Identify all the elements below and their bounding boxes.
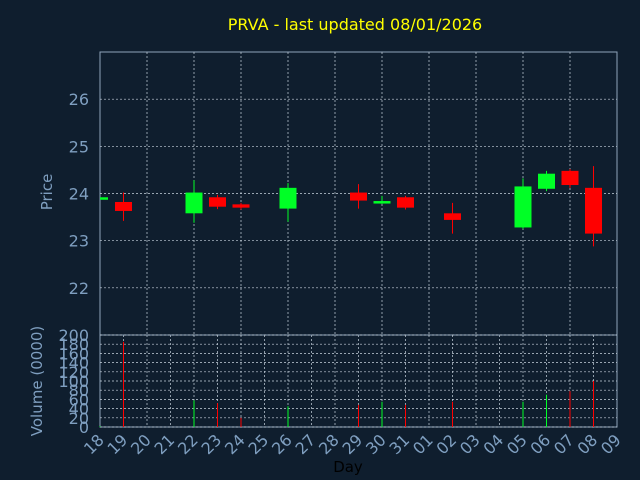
candle-05 xyxy=(514,178,532,229)
volume-tick-label: 20 xyxy=(69,409,89,428)
candle-26 xyxy=(279,183,297,222)
volume-tick-label: 40 xyxy=(69,400,89,419)
candle-body xyxy=(397,197,414,208)
volume-tick-label: 80 xyxy=(69,381,89,400)
price-tick-label: 26 xyxy=(69,90,89,109)
candle-body xyxy=(209,197,226,207)
volume-axis-label: Volume (0000) xyxy=(28,326,46,436)
candle-19 xyxy=(115,192,132,221)
volume-tick-label: 200 xyxy=(58,326,89,345)
candle-07 xyxy=(561,168,579,188)
price-tick-label: 25 xyxy=(69,137,89,156)
candle-body xyxy=(279,187,297,209)
price-tick-label: 24 xyxy=(69,185,89,204)
volume-tick-label: 140 xyxy=(58,354,89,373)
price-axis-label: Price xyxy=(38,174,56,211)
candle-06 xyxy=(538,170,555,192)
volume-tick-label: 160 xyxy=(58,344,89,363)
candle-29 xyxy=(350,184,367,209)
candle-body xyxy=(561,170,579,186)
volume-tick-label: 180 xyxy=(58,335,89,354)
candle-08 xyxy=(585,166,602,247)
candle-22 xyxy=(185,180,203,223)
candle-body xyxy=(538,173,555,189)
price-tick-label: 23 xyxy=(69,232,89,251)
price-panel: 22 23 24 25 26 xyxy=(69,51,618,336)
volume-tick-label: 100 xyxy=(58,372,89,391)
candle-body xyxy=(514,186,532,228)
candle-23 xyxy=(209,194,226,210)
candle-body xyxy=(232,204,250,208)
candle-body xyxy=(444,213,461,220)
candle-02 xyxy=(444,202,461,234)
day-axis-label: Day xyxy=(333,458,363,476)
candle-body xyxy=(115,201,132,211)
candle-body xyxy=(585,187,602,234)
candle-24 xyxy=(232,202,250,210)
candle-body xyxy=(100,197,108,200)
candle-body xyxy=(350,192,367,201)
chart-title: PRVA - last updated 08/01/2026 xyxy=(228,15,482,34)
candle-body xyxy=(185,192,203,214)
day-tick-label: 09 xyxy=(597,430,625,458)
volume-tick-label: 60 xyxy=(69,390,89,409)
candle-30 xyxy=(373,195,391,204)
candle-31 xyxy=(397,195,414,210)
volume-tick-label: 0 xyxy=(79,418,89,437)
price-tick-label: 22 xyxy=(69,279,89,298)
candle-18 xyxy=(100,197,108,200)
volume-tick-label: 120 xyxy=(58,363,89,382)
candle-body xyxy=(373,201,391,204)
